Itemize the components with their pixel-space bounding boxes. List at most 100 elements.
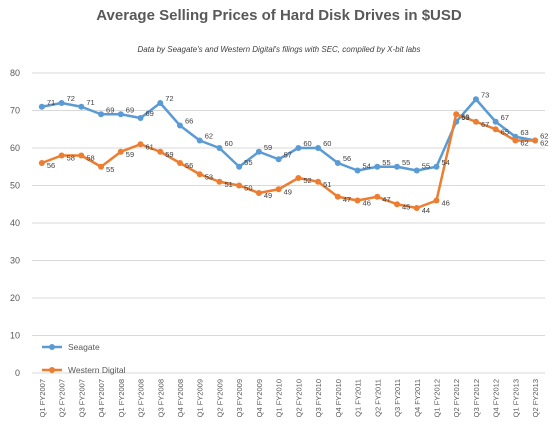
x-tick-label: Q1 FY2008 <box>117 379 126 417</box>
data-label-western-digital: 44 <box>422 206 430 215</box>
data-label-western-digital: 58 <box>86 154 94 163</box>
data-label-western-digital: 49 <box>284 187 292 196</box>
x-tick-label: Q4 FY2010 <box>334 379 343 417</box>
data-label-seagate: 59 <box>264 143 272 152</box>
x-tick-label: Q4 FY2011 <box>413 379 422 417</box>
data-label-seagate: 54 <box>363 162 371 171</box>
data-label-western-digital: 51 <box>323 180 331 189</box>
data-point-western-digital <box>275 186 282 193</box>
data-point-western-digital <box>334 193 341 200</box>
data-point-western-digital <box>38 160 45 166</box>
data-label-seagate: 62 <box>205 132 213 141</box>
y-tick-label: 70 <box>10 106 20 116</box>
data-point-western-digital <box>137 141 144 148</box>
y-tick-label: 20 <box>10 293 20 303</box>
data-point-western-digital <box>98 163 105 170</box>
y-tick-label: 50 <box>10 181 20 191</box>
data-point-seagate <box>176 122 183 129</box>
data-label-seagate: 71 <box>86 98 94 107</box>
data-label-seagate: 72 <box>165 94 173 103</box>
data-label-western-digital: 55 <box>106 165 114 174</box>
x-tick-label: Q1 FY2011 <box>354 379 363 417</box>
data-label-western-digital: 47 <box>382 195 390 204</box>
data-point-seagate <box>472 96 479 103</box>
data-label-western-digital: 61 <box>146 142 154 151</box>
data-point-seagate <box>78 103 85 110</box>
data-label-western-digital: 47 <box>343 195 351 204</box>
data-label-western-digital: 62 <box>520 139 528 148</box>
data-label-seagate: 55 <box>244 158 252 167</box>
data-point-seagate <box>98 111 105 118</box>
x-tick-label: Q2 FY2008 <box>137 379 146 417</box>
data-point-western-digital <box>433 197 440 204</box>
data-label-western-digital: 46 <box>441 199 449 208</box>
data-point-seagate <box>216 145 223 151</box>
data-point-western-digital <box>295 175 302 181</box>
data-point-seagate <box>255 148 262 155</box>
data-point-western-digital <box>374 193 381 200</box>
y-tick-label: 80 <box>10 68 20 78</box>
data-label-seagate: 62 <box>540 132 548 141</box>
x-tick-label: Q2 FY2009 <box>215 379 224 417</box>
data-label-western-digital: 49 <box>264 191 272 200</box>
data-point-seagate <box>117 111 124 118</box>
data-label-seagate: 54 <box>441 158 449 167</box>
data-label-western-digital: 45 <box>402 202 410 211</box>
data-point-seagate <box>334 160 341 166</box>
data-point-western-digital <box>58 152 65 159</box>
data-point-seagate <box>295 145 302 151</box>
data-point-western-digital <box>255 190 262 196</box>
data-point-seagate <box>433 163 440 170</box>
gridlines <box>32 72 545 374</box>
data-label-seagate: 55 <box>382 158 390 167</box>
data-point-western-digital <box>492 126 499 133</box>
data-label-western-digital: 46 <box>363 199 371 208</box>
x-tick-label: Q3 FY2012 <box>472 379 481 417</box>
y-tick-label: 60 <box>10 143 20 153</box>
data-point-western-digital <box>176 160 183 166</box>
data-point-seagate <box>354 167 361 174</box>
legend-marker-seagate <box>49 344 55 350</box>
x-tick-label: Q2 FY2011 <box>373 379 382 417</box>
x-tick-label: Q2 FY2012 <box>452 379 461 417</box>
data-label-seagate: 69 <box>106 105 114 114</box>
data-label-seagate: 71 <box>47 98 55 107</box>
data-point-western-digital <box>453 111 460 118</box>
data-label-western-digital: 50 <box>244 184 252 193</box>
chart-subtitle: Data by Seagate's and Western Digital's … <box>137 45 420 54</box>
series-line-western-digital <box>41 113 536 210</box>
data-label-seagate: 73 <box>481 90 489 99</box>
x-tick-label: Q4 FY2009 <box>255 379 264 417</box>
x-tick-label: Q1 FY2010 <box>275 379 284 417</box>
data-label-seagate: 55 <box>422 162 430 171</box>
data-label-western-digital: 53 <box>205 172 213 181</box>
y-tick-label: 0 <box>15 368 20 378</box>
x-tick-label: Q3 FY2011 <box>393 379 402 417</box>
data-point-western-digital <box>216 178 223 185</box>
series-lines <box>38 96 539 211</box>
data-point-seagate <box>315 145 322 151</box>
data-label-western-digital: 52 <box>303 176 311 185</box>
data-label-seagate: 57 <box>284 150 292 159</box>
data-label-seagate: 69 <box>146 109 154 118</box>
x-tick-label: Q1 FY2009 <box>196 379 205 417</box>
x-tick-label: Q1 FY2007 <box>38 379 47 417</box>
x-tick-label: Q3 FY2010 <box>314 379 323 417</box>
x-tick-label: Q4 FY2007 <box>97 379 106 417</box>
data-label-western-digital: 51 <box>224 180 232 189</box>
data-label-seagate: 72 <box>67 94 75 103</box>
data-point-western-digital <box>472 118 479 125</box>
x-tick-label: Q1 FY2012 <box>432 379 441 417</box>
data-point-western-digital <box>157 148 164 155</box>
data-label-western-digital: 59 <box>126 150 134 159</box>
x-tick-label: Q4 FY2008 <box>176 379 185 417</box>
legend-marker-western-digital <box>49 367 55 373</box>
x-tick-label: Q3 FY2007 <box>77 379 86 417</box>
data-label-seagate: 66 <box>185 117 193 126</box>
data-point-seagate <box>413 167 420 174</box>
data-point-seagate <box>374 163 381 170</box>
data-point-western-digital <box>196 171 203 178</box>
data-point-seagate <box>492 118 499 125</box>
data-label-western-digital: 56 <box>47 161 55 170</box>
data-label-seagate: 67 <box>501 113 509 122</box>
